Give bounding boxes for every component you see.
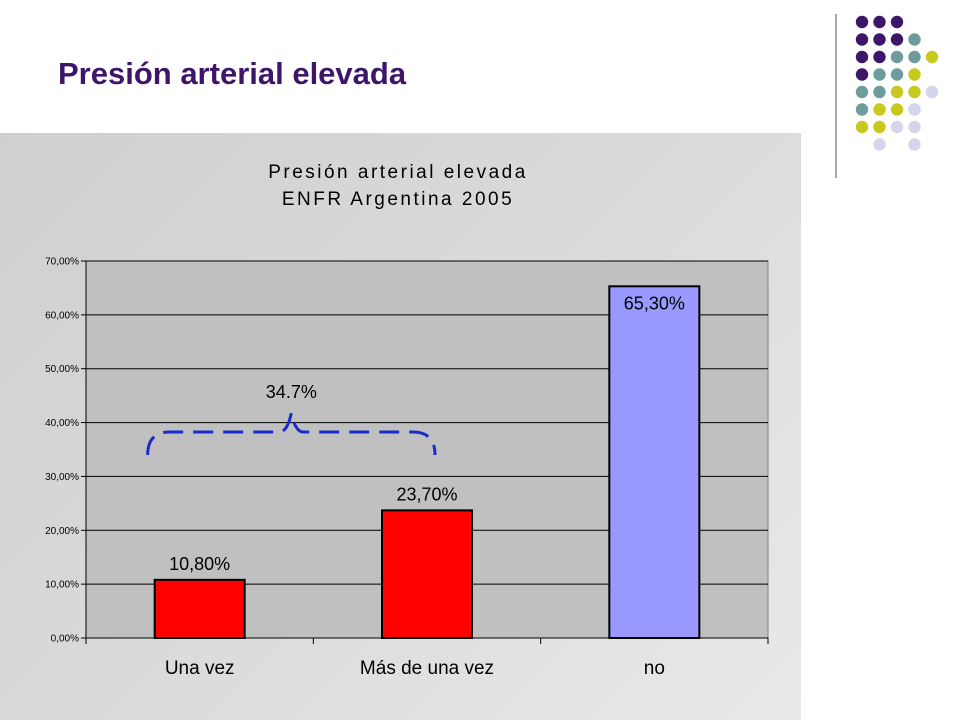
decorative-dot [855, 15, 869, 29]
data-label: 10,80% [169, 554, 230, 574]
decorative-dot [908, 120, 921, 134]
bracket-dashed-line [146, 412, 437, 456]
decorative-dot [890, 120, 904, 134]
decorative-dot [855, 68, 869, 81]
decorative-dot [925, 50, 939, 64]
decorative-dot [873, 15, 886, 29]
bar-chart: Presión arterial elevada ENFR Argentina … [45, 162, 769, 679]
decorative-dot [873, 33, 886, 46]
y-tick-label: 10,00% [45, 580, 79, 591]
y-tick-label: 40,00% [45, 418, 79, 429]
decorative-dot [855, 120, 869, 134]
x-tick-label: no [644, 658, 665, 679]
decorative-dot [925, 85, 939, 99]
y-tick-label: 0,00% [51, 634, 79, 645]
x-tick-label: Una vez [165, 658, 235, 679]
decorative-dot-pattern [835, 14, 939, 178]
decorative-dot [873, 138, 886, 151]
y-tick-label: 70,00% [45, 257, 79, 268]
data-label: 23,70% [396, 484, 457, 504]
data-label: 65,30% [624, 293, 685, 313]
chart-title-line-2: ENFR Argentina 2005 [282, 189, 514, 210]
chart-panel: Presión arterial elevada ENFR Argentina … [0, 133, 801, 720]
decorative-dot [873, 103, 886, 116]
bar [608, 285, 701, 639]
y-tick-label: 30,00% [45, 472, 79, 483]
decorative-dot [908, 85, 921, 99]
decorative-dot [908, 103, 921, 116]
slide-title: Presión arterial elevada [58, 56, 407, 91]
decorative-dot [890, 50, 904, 64]
decorative-dot [908, 33, 921, 46]
y-axis-ticks: 0,00% 10,00% 20,00% 30,00% 40,00% 50,00% 60,00… [45, 257, 87, 645]
x-tick-label: Más de una vez [360, 658, 494, 679]
bracket-annotation: 34.7% [146, 382, 437, 456]
decorative-dot [873, 68, 886, 81]
decorative-dot [908, 50, 921, 64]
decorative-dot [855, 33, 869, 46]
decorative-dot [890, 103, 904, 116]
decorative-dot [855, 103, 869, 116]
decorative-dot [873, 85, 886, 99]
bar [381, 509, 473, 640]
decorative-dot [890, 15, 904, 29]
decorative-dot [873, 50, 886, 64]
bracket-label: 34.7% [266, 382, 317, 402]
decorative-dot [908, 68, 921, 81]
decorative-dot [873, 120, 886, 134]
bar [153, 578, 246, 640]
decorative-dot [908, 138, 921, 151]
y-tick-label: 20,00% [45, 526, 79, 537]
y-tick-label: 60,00% [45, 310, 79, 321]
bars: 10,80% 23,70% 65,30% [153, 285, 701, 640]
decorative-dot [855, 85, 869, 99]
chart-title-line-1: Presión arterial elevada [268, 162, 528, 183]
decorative-dot [855, 50, 869, 64]
x-axis-labels: Una vez Más de una vez no [85, 637, 769, 679]
decorative-dot [890, 85, 904, 99]
y-tick-label: 50,00% [45, 364, 79, 375]
decorative-dot [890, 68, 904, 81]
decorative-dot [890, 33, 904, 46]
